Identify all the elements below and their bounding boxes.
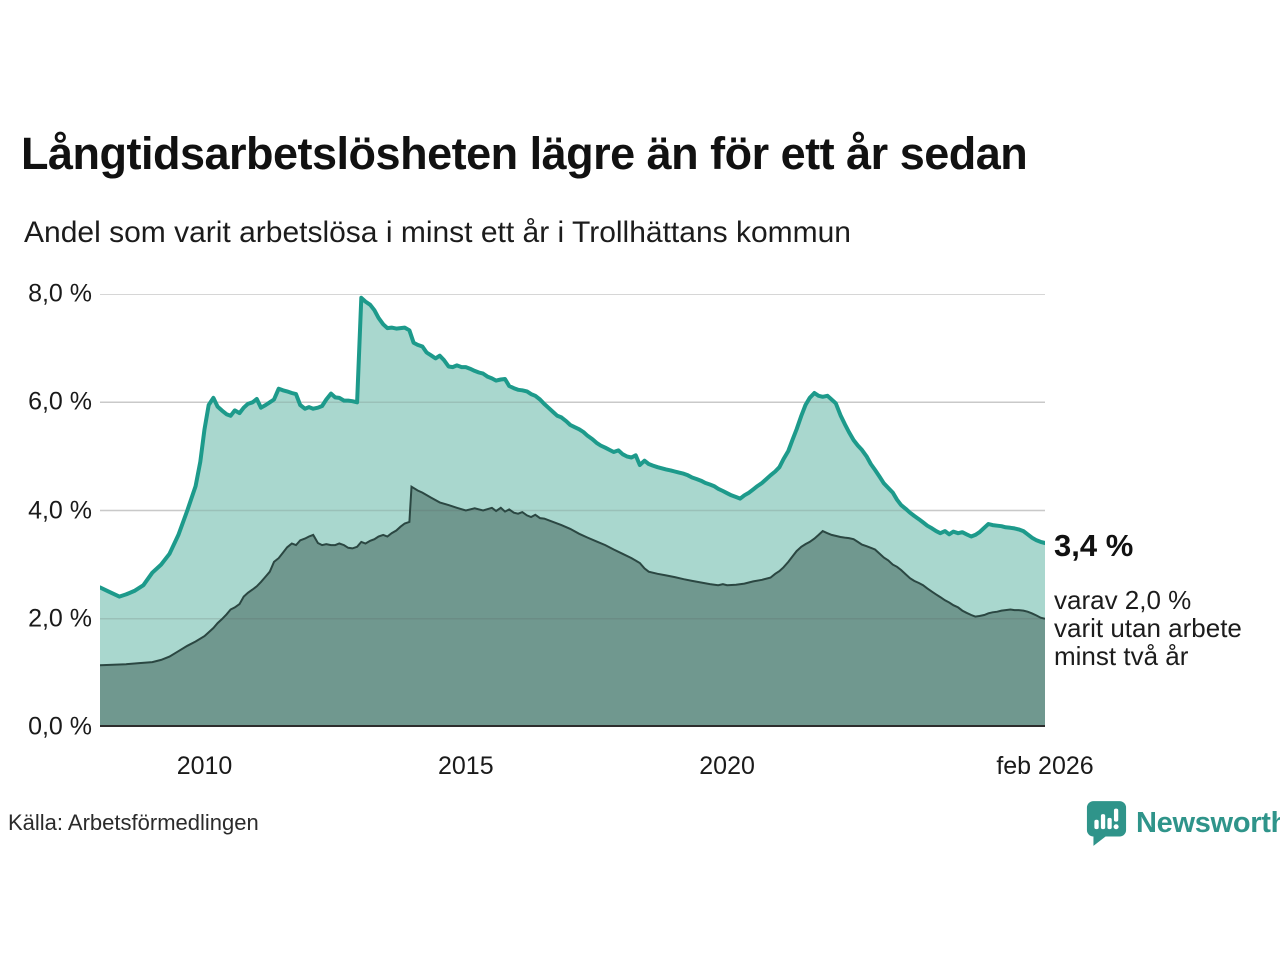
- x-tick-label: feb 2026: [996, 752, 1094, 780]
- secondary-line-1: varav 2,0 %: [1054, 585, 1192, 615]
- y-tick-label: 4,0 %: [28, 496, 92, 524]
- series-atleast-two-years-area: [100, 486, 1045, 727]
- y-tick-label: 2,0 %: [28, 604, 92, 633]
- secondary-line-3: minst två år: [1054, 641, 1189, 671]
- page-title: Långtidsarbetslösheten lägre än för ett …: [21, 128, 1028, 179]
- y-tick-label: 8,0 %: [28, 279, 92, 308]
- x-tick-label: 2020: [699, 752, 755, 780]
- latest-value-label: 3,4 %: [1054, 528, 1134, 563]
- brand-logo: Newsworthy: [1086, 800, 1280, 847]
- x-tick-label: 2015: [438, 752, 494, 780]
- secondary-line-2: varit utan arbete: [1054, 613, 1242, 643]
- newsworthy-bubble-chart-icon: [1086, 801, 1127, 846]
- y-tick-label: 6,0 %: [28, 387, 92, 416]
- secondary-value-label: varav 2,0 % varit utan arbete minst två …: [1054, 586, 1242, 670]
- source-note: Källa: Arbetsförmedlingen: [8, 810, 259, 835]
- y-tick-label: 0,0 %: [28, 712, 92, 741]
- brand-name: Newsworthy: [1136, 807, 1280, 839]
- series-atleast-two-years-line: [100, 484, 1045, 667]
- series-atleast-one-year-line: [100, 295, 1045, 599]
- page-subtitle: Andel som varit arbetslösa i minst ett å…: [24, 216, 851, 249]
- x-tick-label: 2010: [176, 752, 233, 780]
- chart-plot-area: [100, 294, 1045, 727]
